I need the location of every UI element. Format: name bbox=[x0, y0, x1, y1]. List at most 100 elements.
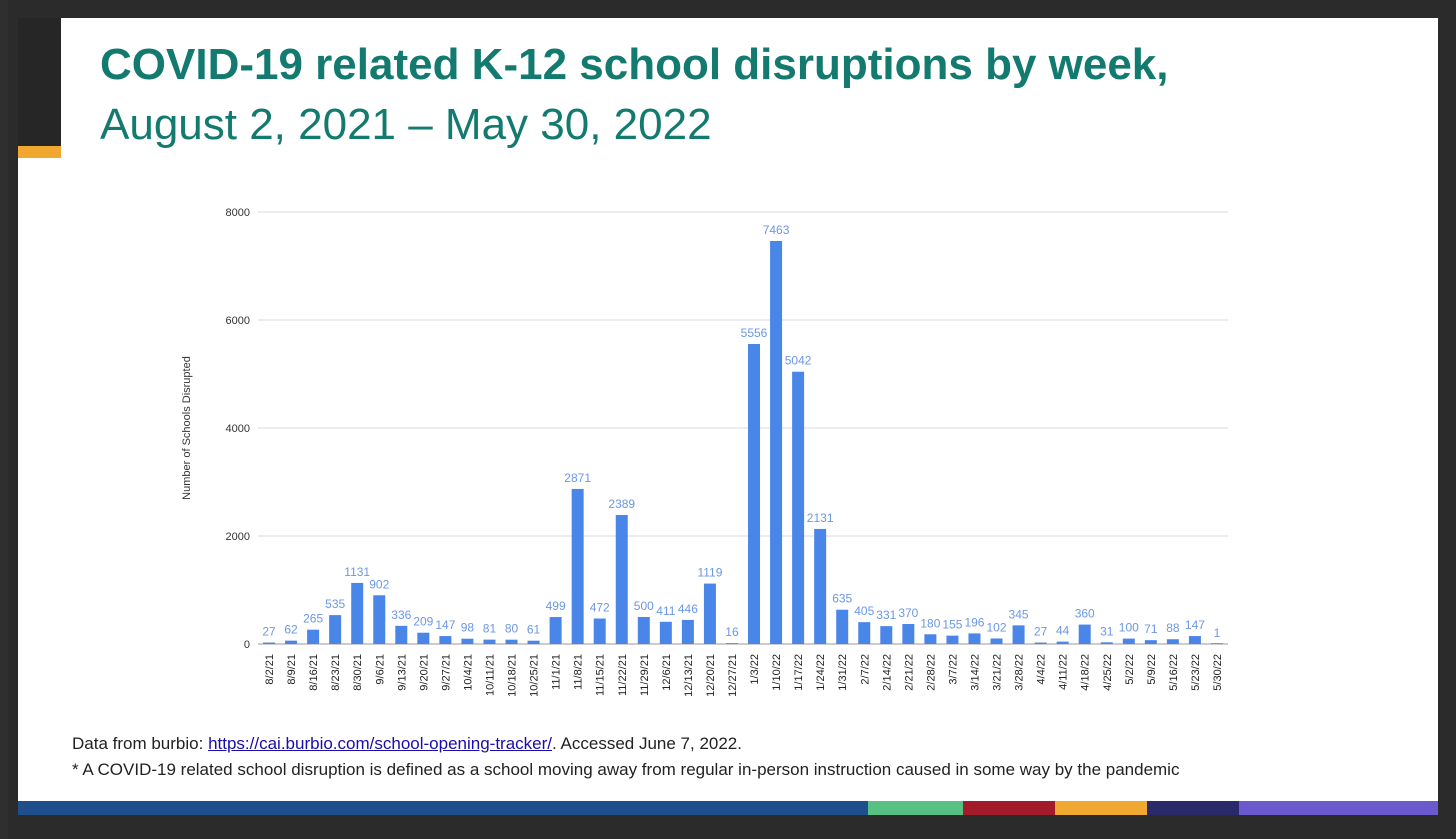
x-tick-label: 3/28/22 bbox=[1014, 654, 1026, 691]
data-label: 336 bbox=[391, 608, 411, 622]
x-tick-label: 8/30/21 bbox=[352, 654, 364, 691]
bar bbox=[527, 640, 540, 644]
window-left-edge bbox=[0, 0, 8, 839]
data-label: 61 bbox=[527, 623, 541, 637]
bar bbox=[814, 528, 827, 644]
corner-accent bbox=[18, 146, 61, 158]
x-tick-label: 5/30/22 bbox=[1212, 654, 1224, 691]
data-label: 1 bbox=[1214, 626, 1221, 640]
x-tick-label: 11/29/21 bbox=[639, 654, 651, 696]
x-tick-label: 8/9/21 bbox=[286, 654, 298, 685]
footer-stripe bbox=[1239, 801, 1438, 815]
data-label: 1119 bbox=[697, 566, 722, 580]
x-tick-label: 12/27/21 bbox=[727, 654, 739, 697]
slide-subtitle: August 2, 2021 – May 30, 2022 bbox=[100, 100, 712, 149]
x-tick-label: 3/21/22 bbox=[992, 654, 1004, 691]
data-label: 2871 bbox=[564, 471, 591, 485]
bar bbox=[329, 615, 342, 644]
data-label: 902 bbox=[369, 577, 389, 591]
data-label: 100 bbox=[1119, 621, 1139, 635]
data-label: 27 bbox=[262, 625, 276, 639]
bar bbox=[1210, 643, 1223, 644]
x-tick-label: 11/1/21 bbox=[551, 654, 563, 690]
bar bbox=[858, 622, 871, 644]
footer-stripe bbox=[1055, 801, 1147, 815]
bar bbox=[1056, 641, 1069, 644]
slide-title: COVID-19 related K-12 school disruptions… bbox=[100, 40, 1169, 89]
bar bbox=[307, 629, 320, 644]
y-tick-label: 6000 bbox=[226, 315, 250, 327]
x-tick-label: 8/23/21 bbox=[330, 654, 342, 691]
x-axis-ticks: 8/2/21 8/9/21 8/16/21 8/23/21 8/30/21 9/6/21 9… bbox=[264, 654, 1224, 697]
x-tick-label: 5/9/22 bbox=[1146, 654, 1158, 685]
source-suffix: . Accessed June 7, 2022. bbox=[552, 734, 742, 753]
bar bbox=[968, 633, 981, 644]
data-label: 535 bbox=[325, 597, 345, 611]
source-link[interactable]: https://cai.burbio.com/school-opening-tr… bbox=[208, 734, 553, 753]
y-tick-label: 2000 bbox=[226, 531, 250, 543]
data-label: 411 bbox=[656, 604, 675, 618]
bar bbox=[571, 488, 584, 644]
footer-stripe bbox=[868, 801, 963, 815]
x-tick-label: 9/20/21 bbox=[418, 654, 430, 691]
x-tick-label: 3/14/22 bbox=[969, 654, 981, 691]
bars bbox=[263, 240, 1223, 645]
bar bbox=[681, 619, 694, 644]
bar bbox=[1166, 639, 1179, 644]
data-label: 196 bbox=[964, 615, 984, 629]
data-label: 446 bbox=[678, 602, 698, 616]
bar bbox=[725, 643, 738, 644]
y-tick-label: 0 bbox=[244, 639, 250, 651]
data-label: 2389 bbox=[608, 497, 635, 511]
x-tick-label: 4/11/22 bbox=[1058, 654, 1070, 690]
bar bbox=[615, 514, 628, 644]
bar bbox=[748, 343, 761, 644]
x-tick-label: 11/8/21 bbox=[573, 654, 585, 690]
bar bbox=[1034, 642, 1047, 644]
data-label: 44 bbox=[1056, 624, 1070, 638]
x-tick-label: 8/2/21 bbox=[264, 654, 276, 685]
data-label: 80 bbox=[505, 622, 519, 636]
x-tick-label: 2/14/22 bbox=[881, 654, 893, 691]
data-label: 405 bbox=[854, 604, 874, 618]
bar bbox=[659, 621, 672, 644]
footnote: * A COVID-19 related school disruption i… bbox=[72, 760, 1180, 779]
x-tick-label: 5/2/22 bbox=[1124, 654, 1136, 685]
data-label: 499 bbox=[546, 599, 566, 613]
data-label: 265 bbox=[303, 612, 323, 626]
x-tick-label: 3/7/22 bbox=[947, 654, 959, 685]
footer-stripe bbox=[1147, 801, 1239, 815]
bar bbox=[637, 617, 650, 644]
x-tick-label: 9/13/21 bbox=[396, 654, 408, 691]
x-tick-label: 4/18/22 bbox=[1080, 654, 1092, 691]
bar bbox=[483, 639, 496, 644]
bar bbox=[902, 624, 915, 644]
bar bbox=[880, 626, 893, 644]
x-tick-label: 12/13/21 bbox=[683, 654, 695, 697]
data-label: 331 bbox=[876, 608, 896, 622]
x-tick-label: 12/6/21 bbox=[661, 654, 673, 691]
x-tick-label: 2/7/22 bbox=[859, 654, 871, 685]
footer-stripe bbox=[963, 801, 1055, 815]
x-tick-label: 1/17/22 bbox=[793, 654, 805, 691]
bar bbox=[263, 642, 276, 644]
bar bbox=[1078, 624, 1091, 644]
source-prefix: Data from burbio: bbox=[72, 734, 209, 753]
x-tick-label: 10/4/21 bbox=[462, 654, 474, 691]
x-tick-label: 8/16/21 bbox=[308, 654, 320, 691]
data-label: 16 bbox=[725, 625, 739, 639]
data-label: 27 bbox=[1034, 625, 1048, 639]
footer-stripe bbox=[498, 801, 868, 815]
data-label: 2131 bbox=[807, 511, 834, 525]
bar bbox=[549, 617, 562, 644]
data-label: 155 bbox=[942, 618, 962, 632]
y-tick-label: 8000 bbox=[226, 207, 250, 219]
y-tick-label: 4000 bbox=[226, 423, 250, 435]
bar bbox=[417, 632, 430, 644]
x-tick-label: 10/25/21 bbox=[529, 654, 541, 697]
data-label: 180 bbox=[920, 616, 940, 630]
bar bbox=[792, 371, 805, 644]
bar bbox=[373, 595, 386, 644]
bar bbox=[1144, 640, 1157, 644]
